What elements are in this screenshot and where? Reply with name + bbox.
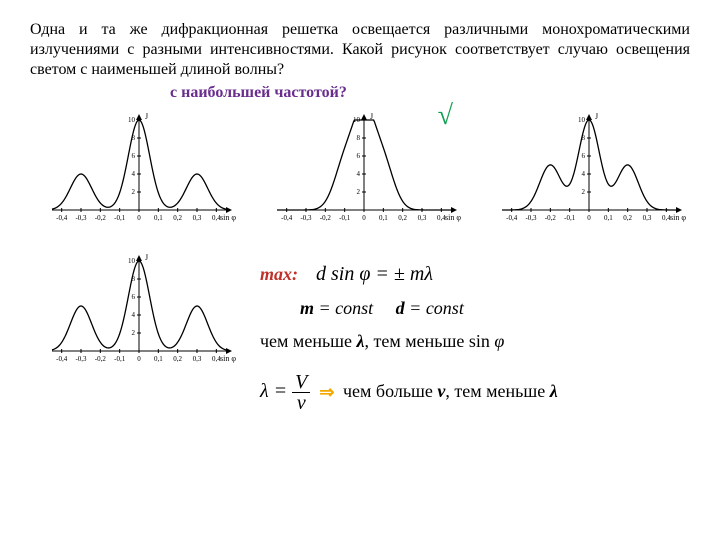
lambda-prefix: чем больше	[343, 381, 437, 401]
checkmark-icon: √	[438, 100, 453, 132]
max-label: max:	[260, 264, 298, 284]
chart-wrap-1: 246810-0,4-0,3-0,2-0,100,10,20,30,4Jsin …	[30, 110, 240, 235]
svg-text:0,3: 0,3	[418, 214, 427, 222]
diffraction-chart-4: 246810-0,4-0,3-0,2-0,100,10,20,30,4Jsin …	[30, 251, 240, 371]
svg-text:J: J	[145, 253, 148, 262]
frac-den: ν	[292, 393, 310, 413]
sin-middle: , тем меньше sin	[365, 331, 495, 351]
frac-num: V	[292, 372, 310, 393]
svg-text:-0,4: -0,4	[56, 355, 68, 363]
svg-text:J: J	[145, 112, 148, 121]
svg-text:2: 2	[357, 188, 361, 196]
svg-text:0,3: 0,3	[193, 214, 202, 222]
svg-text:-0,4: -0,4	[506, 214, 518, 222]
svg-text:sin φ: sin φ	[220, 213, 236, 222]
d-const: = const	[405, 298, 464, 318]
svg-text:-0,2: -0,2	[95, 214, 107, 222]
svg-text:2: 2	[132, 188, 136, 196]
question-text: Одна и та же дифракционная решетка освещ…	[30, 20, 690, 80]
svg-text:4: 4	[582, 170, 586, 178]
svg-text:0,3: 0,3	[643, 214, 652, 222]
chart-wrap-4: 246810-0,4-0,3-0,2-0,100,10,20,30,4Jsin …	[30, 251, 240, 425]
svg-text:-0,2: -0,2	[320, 214, 332, 222]
diffraction-formula: d sin φ = ± mλ	[316, 263, 433, 285]
svg-text:-0,2: -0,2	[95, 355, 107, 363]
svg-text:6: 6	[582, 152, 586, 160]
m-sym: m	[300, 298, 314, 318]
svg-text:4: 4	[357, 170, 361, 178]
chart-wrap-3: 246810-0,4-0,3-0,2-0,100,10,20,30,4Jsin …	[480, 110, 690, 235]
phi-1: φ	[494, 331, 504, 351]
svg-text:0,1: 0,1	[379, 214, 388, 222]
svg-text:-0,3: -0,3	[300, 214, 312, 222]
svg-text:6: 6	[132, 293, 136, 301]
svg-text:-0,1: -0,1	[114, 214, 126, 222]
implies-arrow-icon: ⇒	[319, 382, 334, 403]
svg-text:0,2: 0,2	[398, 214, 407, 222]
chart-wrap-2: 246810-0,4-0,3-0,2-0,100,10,20,30,4Jsin …	[255, 110, 465, 235]
svg-text:4: 4	[132, 311, 136, 319]
svg-text:-0,4: -0,4	[281, 214, 293, 222]
svg-text:0: 0	[137, 214, 141, 222]
svg-text:-0,2: -0,2	[545, 214, 557, 222]
svg-text:6: 6	[132, 152, 136, 160]
diffraction-chart-3: 246810-0,4-0,3-0,2-0,100,10,20,30,4Jsin …	[480, 110, 690, 230]
explanation-column: max: d sin φ = ± mλ m = const d = const …	[260, 251, 690, 425]
lambda-1: λ	[357, 331, 365, 351]
svg-text:0: 0	[137, 355, 141, 363]
svg-text:0,1: 0,1	[154, 355, 163, 363]
svg-text:-0,1: -0,1	[564, 214, 576, 222]
svg-text:-0,4: -0,4	[56, 214, 68, 222]
bottom-row: 246810-0,4-0,3-0,2-0,100,10,20,30,4Jsin …	[30, 251, 690, 425]
fraction: V ν	[292, 372, 310, 413]
svg-text:0,1: 0,1	[604, 214, 613, 222]
lambda-lhs: λ	[260, 380, 269, 402]
diffraction-chart-1: 246810-0,4-0,3-0,2-0,100,10,20,30,4Jsin …	[30, 110, 240, 230]
const-line: m = const d = const	[300, 298, 690, 319]
svg-text:0,1: 0,1	[154, 214, 163, 222]
svg-text:2: 2	[582, 188, 586, 196]
svg-text:10: 10	[128, 116, 136, 124]
svg-text:J: J	[595, 112, 598, 121]
lambda-relation-line: λ = V ν ⇒ чем больше ν , тем меньше λ	[260, 372, 690, 413]
m-const: = const	[314, 298, 373, 318]
diffraction-chart-2: 246810-0,4-0,3-0,2-0,100,10,20,30,4Jsin …	[255, 110, 465, 230]
lambda-2: λ	[550, 381, 558, 401]
svg-text:0: 0	[362, 214, 366, 222]
svg-text:0,3: 0,3	[193, 355, 202, 363]
svg-text:8: 8	[357, 134, 361, 142]
svg-text:0,2: 0,2	[623, 214, 632, 222]
sin-prefix: чем меньше	[260, 331, 357, 351]
svg-text:2: 2	[132, 329, 136, 337]
svg-text:-0,3: -0,3	[525, 214, 537, 222]
charts-top-row: 246810-0,4-0,3-0,2-0,100,10,20,30,4Jsin …	[30, 110, 690, 235]
svg-text:6: 6	[357, 152, 361, 160]
svg-text:0,2: 0,2	[173, 214, 182, 222]
sin-relation-line: чем меньше λ, тем меньше sin φ	[260, 331, 690, 352]
svg-text:-0,3: -0,3	[75, 214, 87, 222]
svg-text:10: 10	[578, 116, 586, 124]
lambda-middle: , тем меньше	[445, 381, 549, 401]
svg-text:4: 4	[132, 170, 136, 178]
svg-text:-0,3: -0,3	[75, 355, 87, 363]
svg-text:-0,1: -0,1	[114, 355, 126, 363]
svg-text:0: 0	[587, 214, 591, 222]
subquestion-text: с наибольшей частотой?	[170, 84, 690, 102]
svg-text:sin φ: sin φ	[220, 354, 236, 363]
svg-text:10: 10	[128, 257, 136, 265]
max-condition-line: max: d sin φ = ± mλ	[260, 263, 690, 286]
svg-text:-0,1: -0,1	[339, 214, 351, 222]
lambda-formula: λ = V ν	[260, 380, 315, 402]
svg-text:sin φ: sin φ	[670, 213, 686, 222]
svg-text:0,2: 0,2	[173, 355, 182, 363]
d-sym: d	[396, 298, 405, 318]
svg-text:sin φ: sin φ	[445, 213, 461, 222]
